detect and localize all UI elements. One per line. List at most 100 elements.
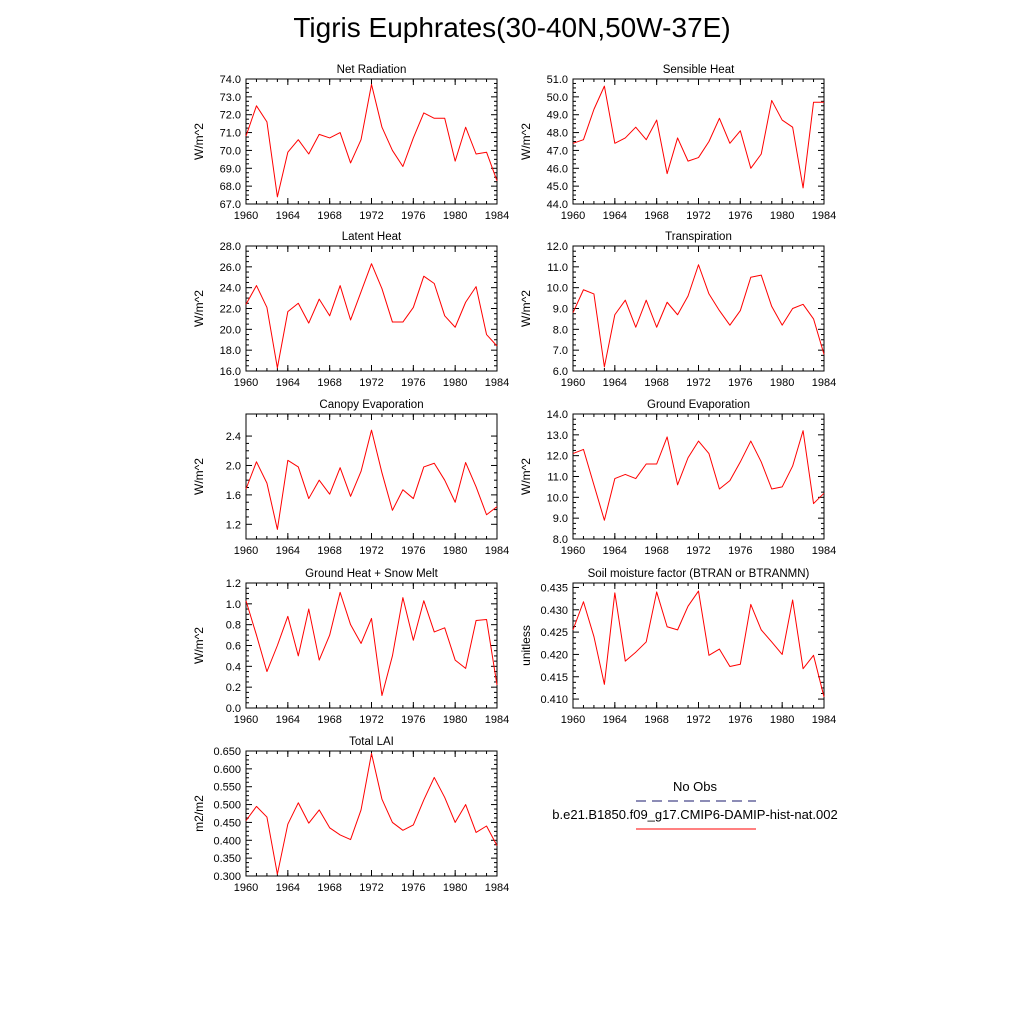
x-tick-label: 1980: [770, 210, 794, 222]
panel-5: 1960 1964 1968 1972 1976 1980 1984 8.0 9.0 10.0 11…: [519, 399, 836, 557]
x-tick-label: 1980: [770, 545, 794, 557]
x-tick-label: 1984: [485, 377, 509, 389]
y-axis-label: W/m^2: [192, 458, 206, 495]
x-tick-label: 1984: [812, 714, 836, 726]
legend-label-model-run: b.e21.B1850.f09_g17.CMIP6-DAMIP-hist-nat…: [552, 807, 838, 822]
x-tick-label: 1960: [561, 545, 585, 557]
y-tick-label: 0.550: [213, 782, 241, 794]
x-tick-label: 1980: [770, 714, 794, 726]
y-tick-label: 1.2: [226, 519, 241, 531]
x-tick-label: 1984: [485, 545, 509, 557]
y-tick-label: 0.650: [213, 746, 241, 758]
y-tick-label: 72.0: [220, 110, 241, 122]
y-tick-label: 1.2: [226, 578, 241, 590]
series-line: [245, 429, 498, 530]
plot-frame: [245, 582, 498, 709]
y-tick-label: 8.0: [553, 324, 568, 336]
x-tick-label: 1964: [276, 882, 300, 894]
y-tick-label: 0.435: [540, 582, 568, 594]
series-line: [572, 85, 824, 189]
x-tick-label: 1960: [234, 545, 258, 557]
x-tick-label: 1960: [234, 377, 258, 389]
y-tick-label: 6.0: [553, 366, 568, 378]
plot-frame: [245, 78, 498, 205]
y-tick-label: 0.4: [226, 661, 241, 673]
y-tick-label: 28.0: [220, 241, 241, 253]
x-tick-label: 1972: [359, 882, 383, 894]
plot-frame: [572, 582, 825, 709]
x-tick-label: 1964: [276, 377, 300, 389]
series-line: [245, 83, 498, 198]
y-tick-label: 45.0: [547, 181, 568, 193]
y-tick-label: 0.350: [213, 853, 241, 865]
x-tick-label: 1972: [686, 545, 710, 557]
y-tick-label: 1.0: [226, 599, 241, 611]
panel-title: Latent Heat: [342, 231, 402, 243]
y-tick-label: 73.0: [220, 92, 241, 104]
panel-title: Ground Evaporation: [647, 399, 750, 411]
panel-8: 1960 1964 1968 1972 1976 1980 1984 0.300 0.350 0.…: [192, 736, 509, 894]
plot-frame: [572, 78, 825, 205]
panel-2: 1960 1964 1968 1972 1976 1980 1984 16.0 18.0 20.0…: [192, 231, 509, 389]
y-tick-label: 0.600: [213, 764, 241, 776]
x-tick-label: 1984: [485, 714, 509, 726]
y-tick-label: 22.0: [220, 304, 241, 316]
y-tick-label: 16.0: [220, 366, 241, 378]
panel-title: Total LAI: [349, 736, 394, 748]
panel-4: 1960 1964 1968 1972 1976 1980 1984 1.2 1.6 2.0 2.4…: [192, 399, 509, 557]
x-tick-label: 1960: [561, 210, 585, 222]
x-tick-label: 1964: [276, 714, 300, 726]
x-tick-label: 1960: [234, 882, 258, 894]
y-axis-label: m2/m2: [192, 795, 206, 832]
x-tick-label: 1964: [603, 377, 627, 389]
y-tick-label: 0.500: [213, 800, 241, 812]
panel-title: Sensible Heat: [663, 64, 735, 76]
y-axis-label: W/m^2: [519, 458, 533, 495]
x-tick-label: 1976: [728, 377, 752, 389]
x-tick-label: 1964: [603, 714, 627, 726]
y-tick-label: 0.2: [226, 682, 241, 694]
y-tick-label: 47.0: [547, 145, 568, 157]
panel-7: 1960 1964 1968 1972 1976 1980 1984 0.410 0.415 0.…: [519, 568, 836, 726]
panel-3: 1960 1964 1968 1972 1976 1980 1984 6.0 7.0 8.0 9.0…: [519, 231, 836, 389]
panel-title: Net Radiation: [337, 64, 407, 76]
series-line: [245, 263, 498, 369]
y-tick-label: 0.430: [540, 605, 568, 617]
y-tick-label: 0.425: [540, 627, 568, 639]
y-tick-label: 18.0: [220, 345, 241, 357]
panel-0: 1960 1964 1968 1972 1976 1980 1984 67.0 68.0 69.0…: [192, 64, 509, 222]
y-tick-label: 8.0: [553, 534, 568, 546]
series-line: [245, 591, 498, 696]
panel-6: 1960 1964 1968 1972 1976 1980 1984 0.0 0.2 0.4 0.6…: [192, 568, 509, 726]
plot-frame: [245, 413, 498, 540]
x-tick-label: 1964: [276, 210, 300, 222]
panel-1: 1960 1964 1968 1972 1976 1980 1984 44.0 45.0 46.0…: [519, 64, 836, 222]
x-tick-label: 1976: [728, 210, 752, 222]
y-tick-label: 44.0: [547, 199, 568, 211]
series-line: [245, 753, 498, 875]
y-tick-label: 67.0: [220, 199, 241, 211]
x-tick-label: 1980: [443, 210, 467, 222]
y-tick-label: 2.0: [226, 460, 241, 472]
x-tick-label: 1964: [276, 545, 300, 557]
y-tick-label: 13.0: [547, 430, 568, 442]
y-tick-label: 71.0: [220, 128, 241, 140]
x-tick-label: 1960: [234, 210, 258, 222]
x-tick-label: 1968: [644, 714, 668, 726]
x-tick-label: 1984: [812, 210, 836, 222]
series-line: [572, 264, 825, 368]
panel-title: Canopy Evaporation: [319, 399, 423, 411]
y-tick-label: 9.0: [553, 304, 568, 316]
x-tick-label: 1980: [443, 377, 467, 389]
y-tick-label: 7.0: [553, 345, 568, 357]
y-tick-label: 0.415: [540, 672, 568, 684]
y-axis-label: W/m^2: [192, 290, 206, 327]
x-tick-label: 1984: [485, 882, 509, 894]
x-tick-label: 1960: [561, 377, 585, 389]
panel-title: Ground Heat + Snow Melt: [305, 568, 438, 580]
y-tick-label: 11.0: [547, 262, 568, 274]
x-tick-label: 1984: [812, 545, 836, 557]
x-tick-label: 1968: [317, 714, 341, 726]
y-tick-label: 9.0: [553, 513, 568, 525]
